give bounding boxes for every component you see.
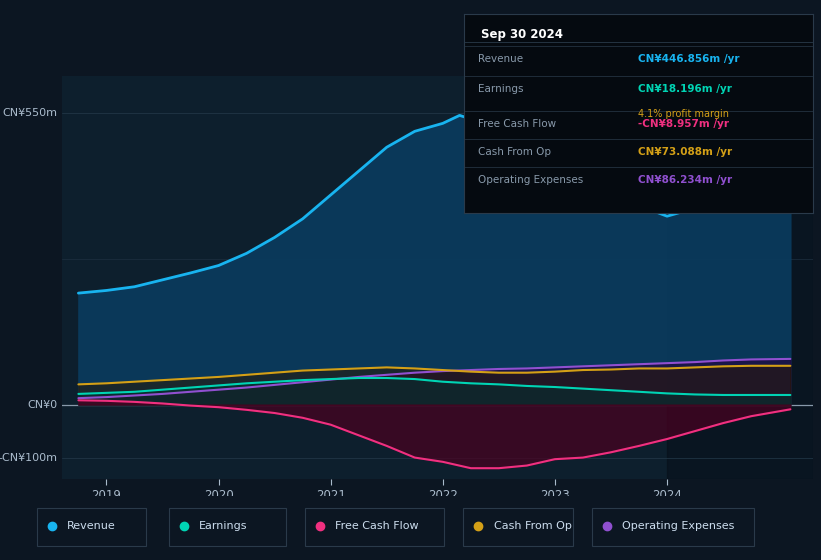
- Text: CN¥73.088m /yr: CN¥73.088m /yr: [639, 147, 732, 157]
- Text: CN¥446.856m /yr: CN¥446.856m /yr: [639, 54, 740, 64]
- Text: 4.1% profit margin: 4.1% profit margin: [639, 109, 729, 119]
- Text: Revenue: Revenue: [478, 54, 523, 64]
- Text: Sep 30 2024: Sep 30 2024: [481, 28, 563, 41]
- Text: Cash From Op: Cash From Op: [478, 147, 551, 157]
- Text: CN¥0: CN¥0: [28, 399, 57, 409]
- Text: Revenue: Revenue: [67, 521, 116, 531]
- Text: -CN¥100m: -CN¥100m: [0, 452, 57, 463]
- Text: Operating Expenses: Operating Expenses: [478, 175, 583, 185]
- Text: Free Cash Flow: Free Cash Flow: [335, 521, 419, 531]
- Text: CN¥18.196m /yr: CN¥18.196m /yr: [639, 83, 732, 94]
- Text: Earnings: Earnings: [199, 521, 247, 531]
- Text: CN¥86.234m /yr: CN¥86.234m /yr: [639, 175, 732, 185]
- Text: Operating Expenses: Operating Expenses: [622, 521, 734, 531]
- Text: CN¥550m: CN¥550m: [2, 108, 57, 118]
- Text: Earnings: Earnings: [478, 83, 523, 94]
- Text: Free Cash Flow: Free Cash Flow: [478, 119, 556, 129]
- Text: -CN¥8.957m /yr: -CN¥8.957m /yr: [639, 119, 729, 129]
- Bar: [667, 76, 813, 479]
- Text: Cash From Op: Cash From Op: [493, 521, 571, 531]
